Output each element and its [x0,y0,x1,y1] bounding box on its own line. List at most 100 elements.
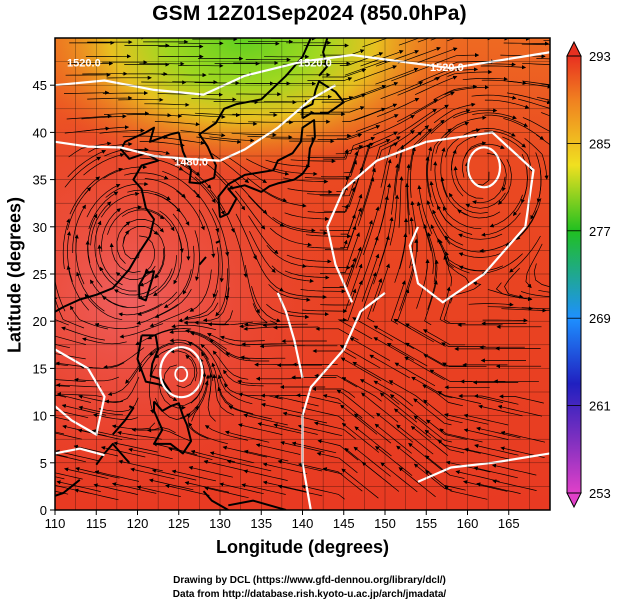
streamline [339,52,384,66]
streamline [337,24,380,37]
coastline [95,442,131,466]
streamline [399,261,416,311]
streamline [518,98,550,109]
streamline [66,265,90,311]
low-pressure-contour-inner [174,366,189,382]
streamline [378,183,392,234]
x-tick-labels: 110 115 120 125 130 135 140 145 150 155 160 165 [45,510,520,531]
streamline [425,156,434,208]
colorbar-tick-label: 253 [589,486,611,501]
streamline [81,114,127,120]
streamline [320,288,357,306]
streamline [282,290,327,300]
streamline [379,392,418,423]
streamline [354,103,398,121]
streamline [162,170,201,199]
streamline [426,419,467,440]
x-tick-label: 160 [457,516,479,531]
streamline [127,189,171,201]
streamline [98,397,139,412]
contour-label: 1520.0 [298,57,332,69]
coastline [153,400,193,455]
streamline [359,379,400,405]
contour-labels: 1520.0 1480.0 1520.0 1520.0 [67,57,464,168]
streamline [176,190,205,231]
streamline [322,68,367,78]
streamline [541,83,550,86]
grid-lines [55,38,550,510]
streamline [461,141,487,178]
streamline [94,220,102,271]
streamline [340,280,363,321]
streamline [286,254,332,264]
streamline [465,192,506,209]
streamline [122,135,168,140]
streamline [249,231,276,273]
coastline [198,256,207,266]
streamline [139,157,184,171]
streamline [102,90,149,96]
streamline [433,161,447,211]
streamline [462,76,508,82]
streamline [337,232,360,273]
streamline [257,422,302,434]
streamline [255,443,301,455]
streamline [340,193,363,235]
streamline [341,468,379,499]
streamline [154,121,200,127]
streamline [397,108,437,135]
coastline [215,240,221,244]
streamline [339,344,381,369]
streamline [499,394,544,404]
streamline [398,176,404,228]
streamline [463,428,509,440]
streamline [291,441,337,454]
streamline [263,191,307,208]
streamline [55,490,69,495]
x-tick-label: 130 [209,516,231,531]
y-tick-label: 0 [40,503,47,518]
streamline [536,96,550,101]
streamline [121,209,165,220]
streamline [394,362,436,387]
streamline [85,240,103,288]
streamline [117,430,162,440]
streamline [163,269,192,308]
streamline [414,47,458,65]
streamline [248,195,285,227]
streamline [363,206,380,256]
contour-label: 1520.0 [67,57,101,69]
streamline [317,439,359,461]
streamline [182,245,195,295]
streamline [262,323,308,328]
credit-drawing: Drawing by DCL (https://www.gfd-dennou.o… [173,575,446,586]
streamline [272,168,318,176]
streamline [536,309,550,311]
streamline [444,115,487,136]
streamline [472,176,506,205]
streamline [131,427,176,434]
streamline [173,160,212,189]
streamline [237,379,283,385]
streamline [458,265,504,272]
streamline [104,147,149,157]
streamline [70,305,108,330]
streamline [316,451,358,474]
streamline [189,269,212,312]
streamline [211,153,250,184]
streamline [422,384,463,407]
streamline [453,166,484,199]
streamline [240,355,286,360]
streamline [111,482,157,494]
streamline [124,172,169,180]
y-tick-label: 45 [33,78,47,93]
streamline [481,212,521,237]
streamline [376,412,414,443]
streamline [154,289,192,318]
streamline [430,108,471,134]
streamline [152,442,198,456]
streamline [344,263,363,312]
streamline [305,265,351,270]
streamline [104,376,140,404]
streamline [404,182,410,235]
